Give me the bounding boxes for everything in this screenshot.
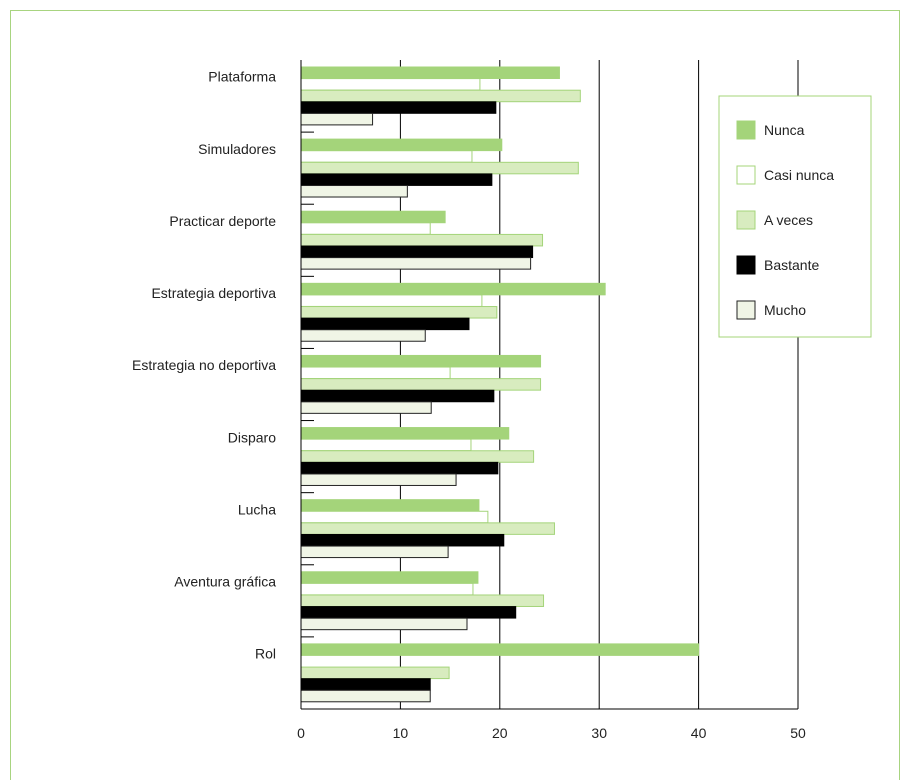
- labels: 0 10 20 30 40 50 Plataforma Simuladores Practica…: [132, 69, 806, 741]
- bar-a-veces: [300, 450, 535, 463]
- bar-casi-nunca: [300, 438, 472, 452]
- category-label: Practicar deporte: [169, 213, 276, 229]
- bar-nunca: [300, 571, 479, 584]
- category-label: Simuladores: [198, 141, 276, 157]
- bar-mucho: [300, 473, 457, 486]
- bar-nunca: [300, 210, 446, 224]
- bar-casi-nunca: [300, 222, 431, 235]
- category-label: Disparo: [228, 429, 276, 445]
- bar-casi-nunca: [300, 366, 451, 380]
- bar-nunca: [300, 354, 542, 368]
- x-tick-label-50: 50: [790, 725, 806, 741]
- bar-a-veces: [300, 306, 498, 319]
- legend-label-casi-nunca: Casi nunca: [764, 167, 834, 183]
- bar-a-veces: [300, 378, 542, 391]
- bar-a-veces: [300, 666, 450, 680]
- bar-nunca: [300, 427, 510, 440]
- bar-bastante: [300, 389, 495, 403]
- bar-mucho: [300, 617, 468, 631]
- category-label: Estrategia deportiva: [151, 285, 276, 301]
- bar-casi-nunca: [300, 510, 489, 524]
- bar-casi-nunca: [300, 78, 481, 91]
- bar-a-veces: [300, 594, 545, 607]
- bar-bastante: [300, 173, 493, 186]
- x-tick-label-20: 20: [492, 725, 508, 741]
- bar-bastante: [300, 606, 517, 619]
- x-tick-label-40: 40: [691, 725, 707, 741]
- bar-bastante: [300, 317, 470, 331]
- legend-label-mucho: Mucho: [764, 302, 806, 318]
- legend-swatch-casi-nunca: [736, 165, 756, 185]
- bar-casi-nunca: [300, 294, 483, 307]
- x-tick-label-10: 10: [393, 725, 409, 741]
- bars: [300, 66, 700, 703]
- bar-nunca: [300, 66, 560, 79]
- bar-mucho: [300, 689, 431, 703]
- axes: [300, 60, 798, 710]
- bar-mucho: [300, 112, 374, 126]
- bar-a-veces: [300, 161, 579, 175]
- bar-a-veces: [300, 233, 544, 247]
- bar-a-veces: [300, 522, 555, 535]
- legend-label-bastante: Bastante: [764, 257, 819, 273]
- bar-mucho: [300, 257, 532, 270]
- bar-mucho: [300, 185, 408, 198]
- bar-bastante: [300, 461, 499, 475]
- bar-bastante: [300, 533, 505, 547]
- bar-casi-nunca: [300, 582, 474, 596]
- bar-nunca: [300, 643, 700, 656]
- legend-swatch-a-veces: [736, 210, 756, 230]
- bar-bastante: [300, 678, 431, 691]
- bar-casi-nunca: [300, 150, 473, 163]
- x-tick-label-0: 0: [297, 725, 305, 741]
- legend-label-nunca: Nunca: [764, 122, 805, 138]
- bar-mucho: [300, 401, 432, 414]
- bar-nunca: [300, 282, 606, 296]
- bar-bastante: [300, 101, 497, 114]
- chart-frame: [10, 10, 900, 780]
- legend: Nunca Casi nunca A veces Bastante Mucho: [718, 95, 872, 338]
- legend-label-a-veces: A veces: [764, 212, 813, 228]
- bar-mucho: [300, 329, 426, 342]
- bar-bastante: [300, 245, 534, 259]
- bar-mucho: [300, 545, 449, 559]
- legend-swatch-nunca: [736, 120, 756, 140]
- bar-a-veces: [300, 89, 581, 103]
- category-label: Aventura gráfica: [174, 573, 276, 589]
- bar-nunca: [300, 138, 503, 152]
- category-label: Rol: [255, 646, 276, 662]
- legend-swatch-bastante: [736, 255, 756, 275]
- bar-nunca: [300, 499, 480, 512]
- category-label: Plataforma: [208, 69, 276, 85]
- x-tick-label-30: 30: [591, 725, 607, 741]
- category-label: Lucha: [238, 501, 276, 517]
- category-label: Estrategia no deportiva: [132, 357, 276, 373]
- legend-swatch-mucho: [736, 300, 756, 320]
